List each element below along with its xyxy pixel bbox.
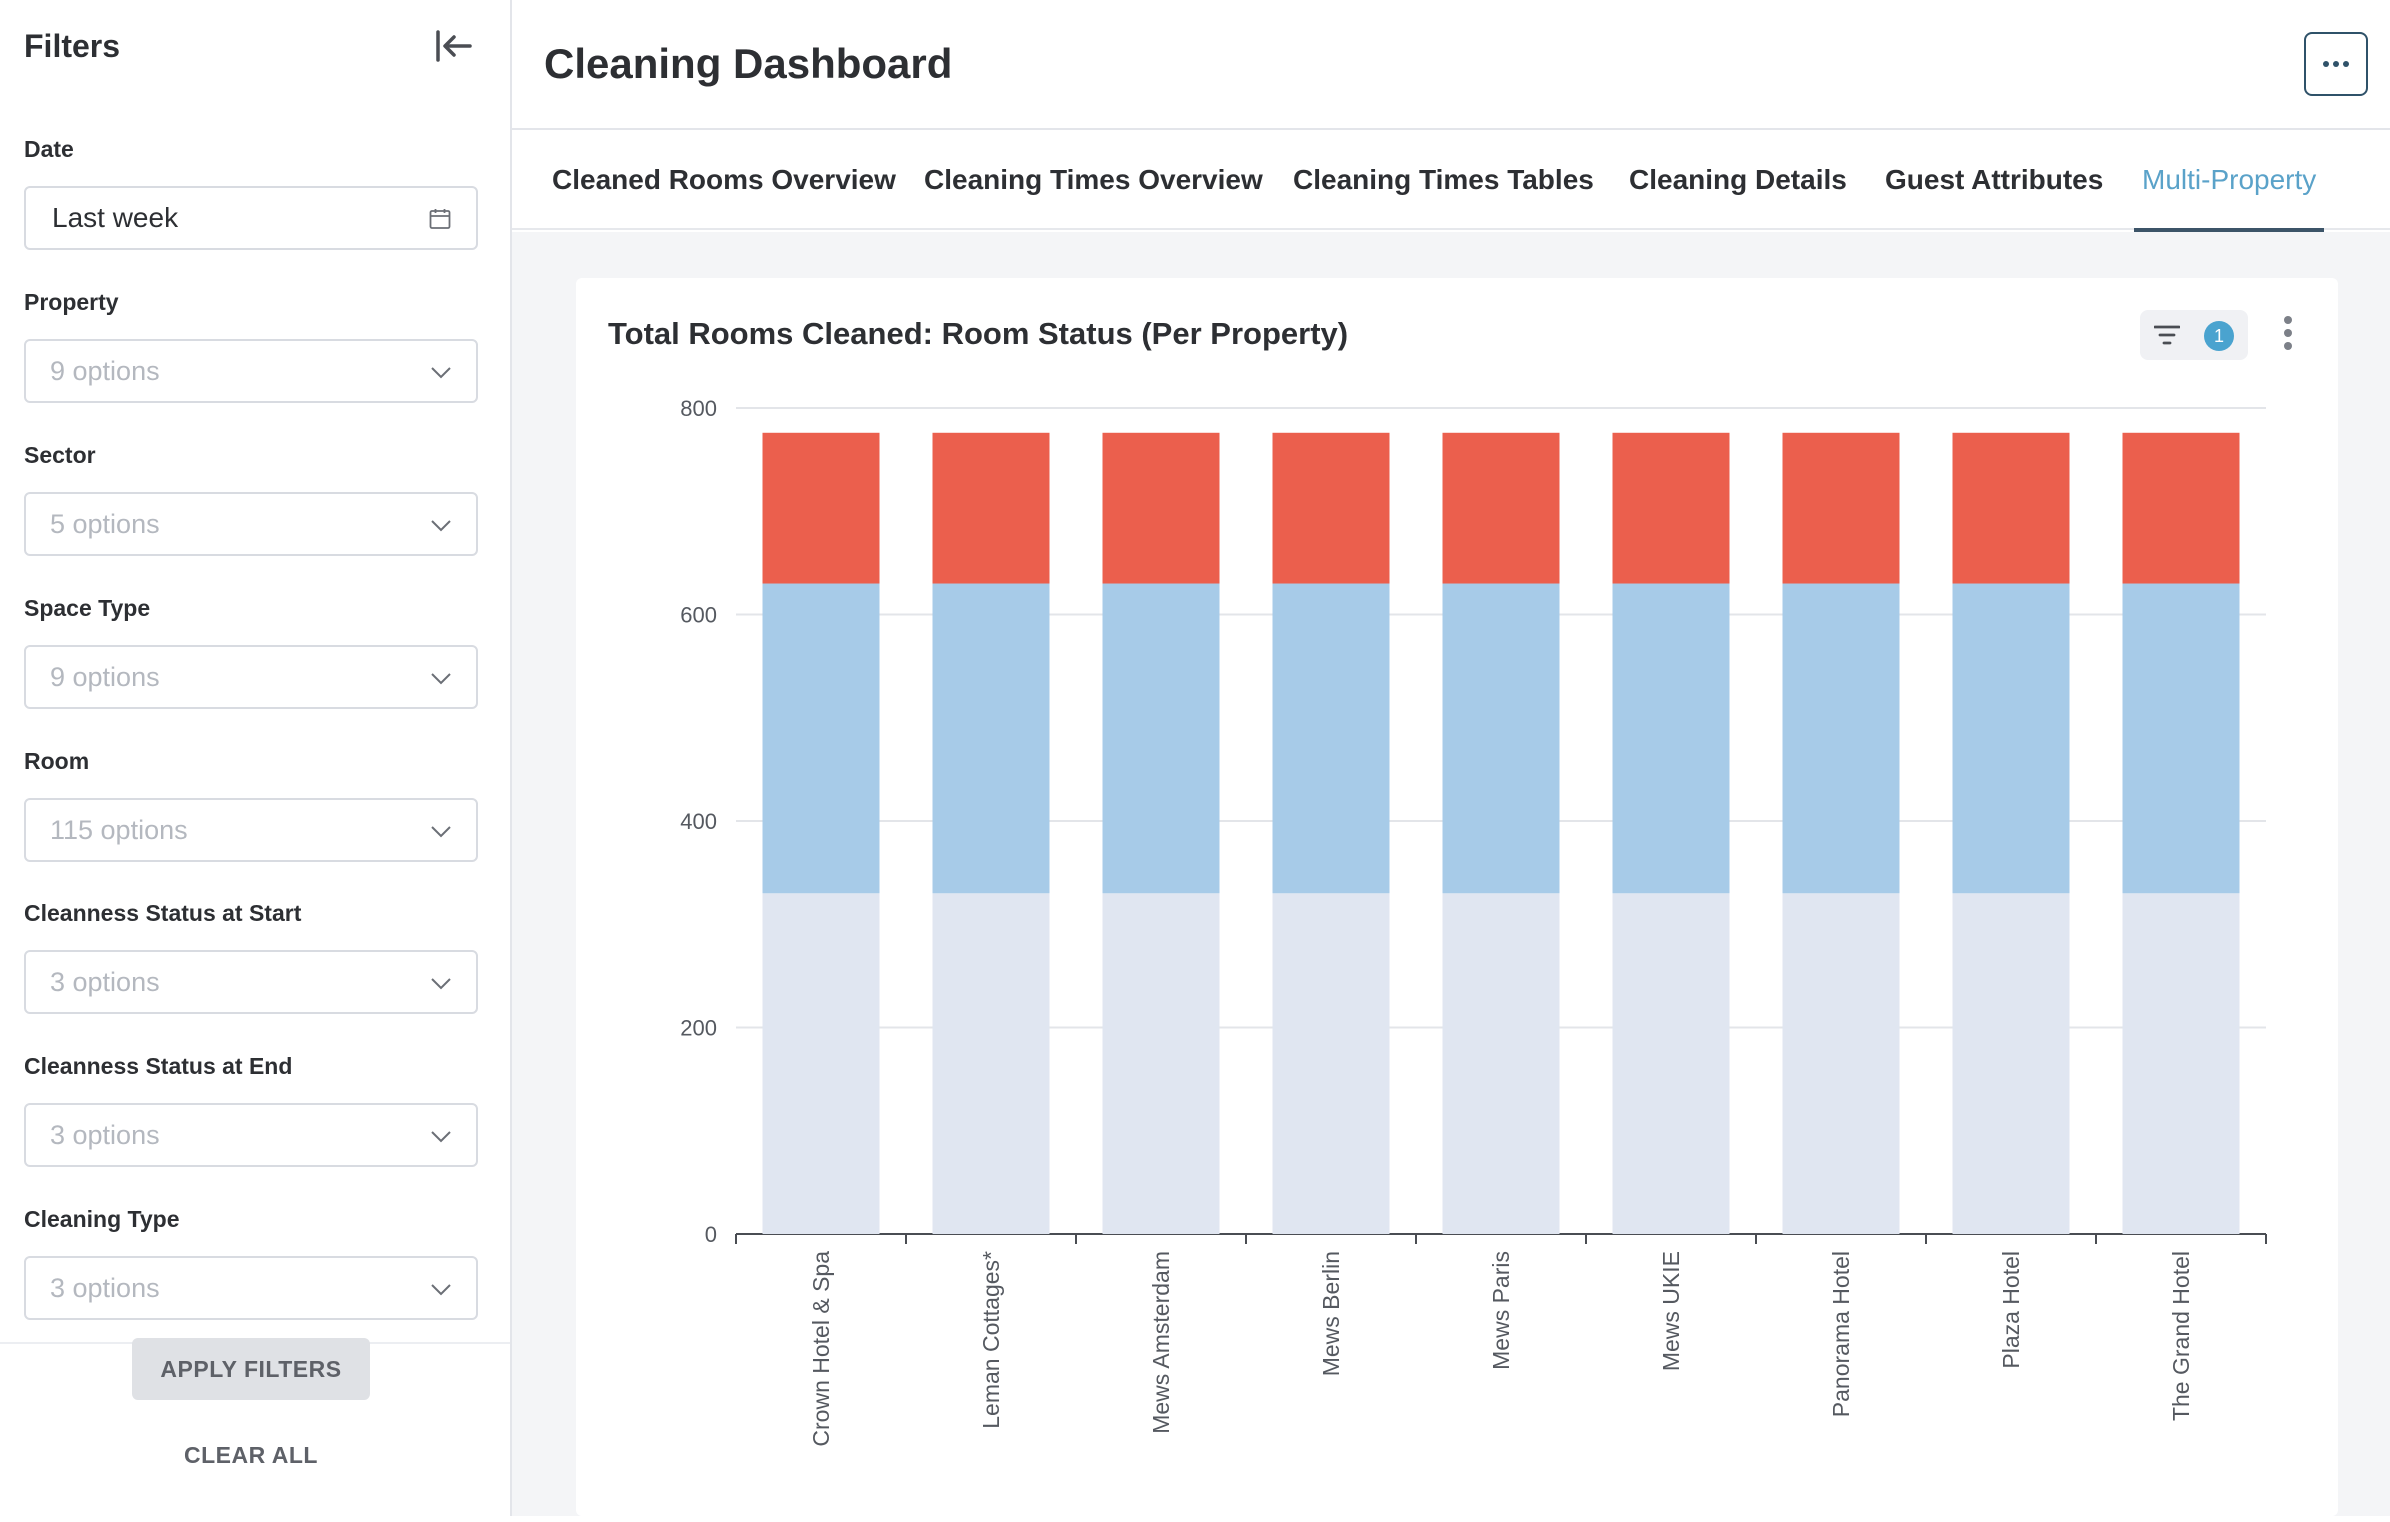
- tab-cleaning-details[interactable]: Cleaning Details: [1629, 164, 1847, 195]
- menu-dot: [2284, 316, 2292, 324]
- cleaning-type-select[interactable]: 3 options: [24, 1256, 478, 1320]
- tab-guest-attributes[interactable]: Guest Attributes: [1885, 164, 2104, 195]
- chart-filter-button[interactable]: 1: [2140, 310, 2248, 360]
- collapse-sidebar-button[interactable]: [428, 22, 480, 70]
- page-title: Cleaning Dashboard: [544, 40, 953, 87]
- chevron-down-icon: [431, 673, 451, 685]
- filter-cleanness-start-label: Cleanness Status at Start: [24, 900, 302, 926]
- more-horizontal-icon: [2323, 61, 2349, 67]
- date-value: Last week: [52, 202, 179, 233]
- chart-menu-button[interactable]: [2270, 308, 2306, 358]
- collapse-left-icon: [436, 30, 472, 62]
- space-type-select[interactable]: 9 options: [24, 645, 478, 709]
- content-area: Total Rooms Cleaned: Room Status (Per Pr…: [512, 232, 2390, 1516]
- filter-cleanness-start: Cleanness Status at Start 3 options: [24, 898, 478, 1014]
- tab-cleaning-times-overview[interactable]: Cleaning Times Overview: [924, 164, 1263, 195]
- cleanness-end-select[interactable]: 3 options: [24, 1103, 478, 1167]
- chevron-down-icon: [431, 978, 451, 990]
- filter-property: Property 9 options: [24, 287, 478, 403]
- clear-all-button[interactable]: CLEAR ALL: [184, 1441, 318, 1468]
- filter-count-badge: 1: [2204, 321, 2234, 351]
- menu-dot: [2284, 342, 2292, 350]
- page-header: Cleaning Dashboard: [512, 0, 2390, 130]
- space-type-placeholder: 9 options: [50, 661, 160, 692]
- more-options-button[interactable]: [2304, 32, 2368, 96]
- room-placeholder: 115 options: [50, 814, 188, 845]
- property-select[interactable]: 9 options: [24, 339, 478, 403]
- chevron-down-icon: [431, 826, 451, 838]
- filter-date: Date Last week: [24, 134, 478, 250]
- filter-property-label: Property: [24, 289, 119, 315]
- calendar-icon: [429, 209, 451, 229]
- apply-filters-button[interactable]: APPLY FILTERS: [132, 1338, 370, 1400]
- chevron-down-icon: [431, 367, 451, 379]
- cleanness-end-placeholder: 3 options: [50, 1119, 160, 1150]
- cleanness-start-select[interactable]: 3 options: [24, 950, 478, 1014]
- property-placeholder: 9 options: [50, 355, 160, 386]
- filter-room: Room 115 options: [24, 746, 478, 862]
- filter-date-label: Date: [24, 136, 74, 162]
- menu-dot: [2284, 329, 2292, 337]
- tab-bar: Cleaned Rooms Overview Cleaning Times Ov…: [512, 130, 2390, 232]
- cleaning-type-placeholder: 3 options: [50, 1272, 160, 1303]
- filter-cleanness-end-label: Cleanness Status at End: [24, 1053, 293, 1079]
- sidebar-title: Filters: [24, 28, 121, 64]
- filter-cleaning-type: Cleaning Type 3 options: [24, 1204, 478, 1320]
- room-select[interactable]: 115 options: [24, 798, 478, 862]
- filter-cleaning-type-label: Cleaning Type: [24, 1206, 180, 1232]
- filter-sector-label: Sector: [24, 442, 96, 468]
- chevron-down-icon: [431, 1284, 451, 1296]
- sector-placeholder: 5 options: [50, 508, 160, 539]
- chart-card: Total Rooms Cleaned: Room Status (Per Pr…: [576, 278, 2338, 1516]
- filter-icon: [2154, 325, 2180, 345]
- sector-select[interactable]: 5 options: [24, 492, 478, 556]
- filter-cleanness-end: Cleanness Status at End 3 options: [24, 1051, 478, 1167]
- tab-cleaned-rooms-overview[interactable]: Cleaned Rooms Overview: [552, 164, 896, 195]
- filter-room-label: Room: [24, 748, 90, 774]
- filter-space-type: Space Type 9 options: [24, 593, 478, 709]
- chevron-down-icon: [431, 520, 451, 532]
- tab-multi-property[interactable]: Multi-Property: [2133, 130, 2325, 232]
- tab-cleaning-times-tables[interactable]: Cleaning Times Tables: [1293, 164, 1594, 195]
- filter-space-type-label: Space Type: [24, 595, 151, 621]
- date-picker[interactable]: Last week: [24, 186, 478, 250]
- chevron-down-icon: [431, 1131, 451, 1143]
- cleanness-start-placeholder: 3 options: [50, 966, 160, 997]
- chart-title: Total Rooms Cleaned: Room Status (Per Pr…: [608, 316, 1349, 351]
- filters-sidebar: Filters Date Last week Property 9 option…: [0, 0, 512, 1516]
- filter-sector: Sector 5 options: [24, 440, 478, 556]
- sidebar-footer: APPLY FILTERS CLEAR ALL: [0, 1338, 510, 1516]
